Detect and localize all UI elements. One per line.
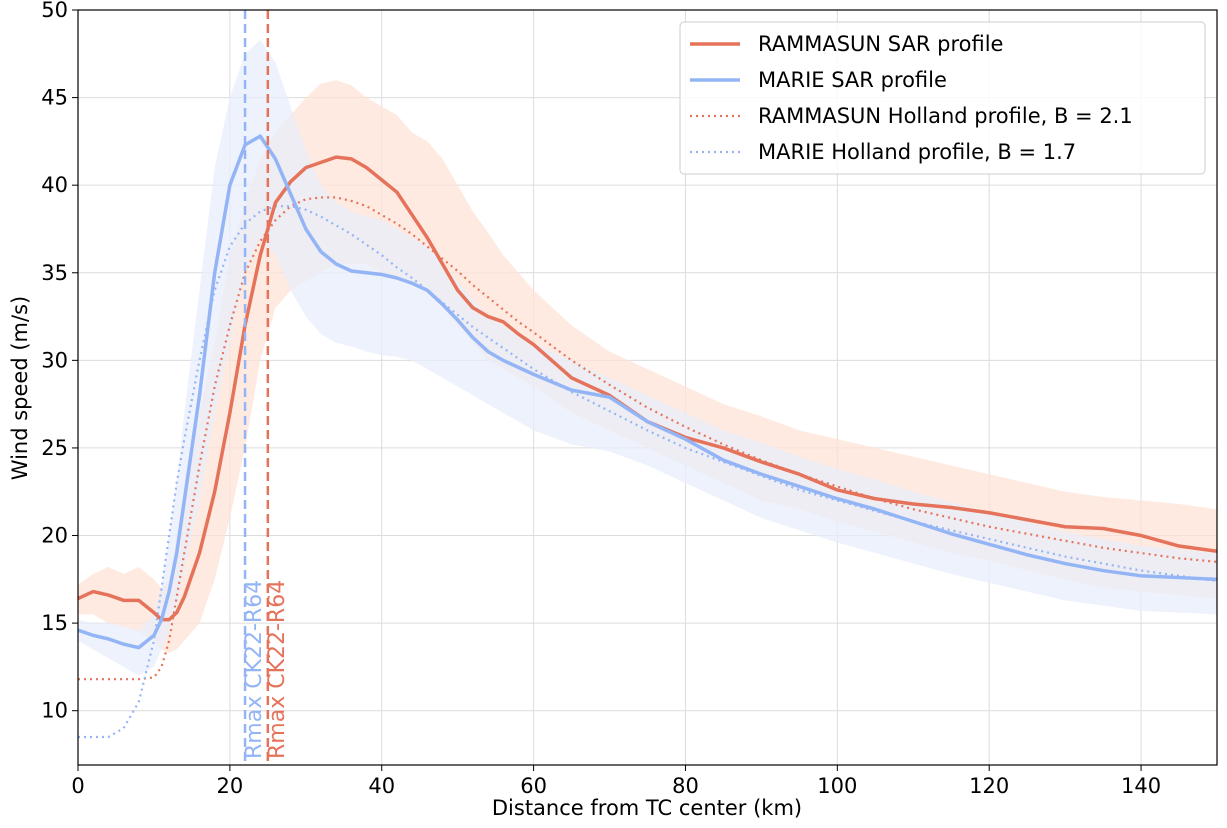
y-tick-label: 30 [41,348,68,372]
rmax-label: Rmax CK22-R64 [265,580,290,759]
x-axis-label: Distance from TC center (km) [492,796,802,820]
y-tick-label: 35 [41,261,68,285]
legend-label: MARIE SAR profile [758,68,947,92]
x-tick-label: 20 [216,774,243,798]
x-tick-label: 140 [1121,774,1161,798]
y-tick-label: 15 [41,611,68,635]
y-tick-label: 10 [41,699,68,723]
legend-label: RAMMASUN Holland profile, B = 2.1 [758,104,1133,128]
plot [78,39,1217,739]
x-tick-label: 40 [368,774,395,798]
x-tick-label: 120 [969,774,1009,798]
x-tick-label: 0 [71,774,84,798]
y-tick-label: 50 [41,0,68,22]
legend-label: MARIE Holland profile, B = 1.7 [758,140,1076,164]
x-tick-label: 80 [672,774,699,798]
y-axis-label: Wind speed (m/s) [8,296,32,480]
plot-frame [77,9,1218,766]
line [78,155,1217,622]
rmax-label: Rmax CK22-R64 [242,580,267,759]
x-tick-label: 60 [520,774,547,798]
y-tick-label: 20 [41,524,68,548]
legend-box [679,21,1206,175]
y-tick-label: 25 [41,436,68,460]
y-tick-label: 45 [41,86,68,110]
y-tick-label: 40 [41,173,68,197]
legend-label: RAMMASUN SAR profile [758,32,1003,56]
range-band [78,39,1217,676]
line [78,134,1217,650]
line [78,196,1217,681]
x-tick-label: 100 [817,774,857,798]
